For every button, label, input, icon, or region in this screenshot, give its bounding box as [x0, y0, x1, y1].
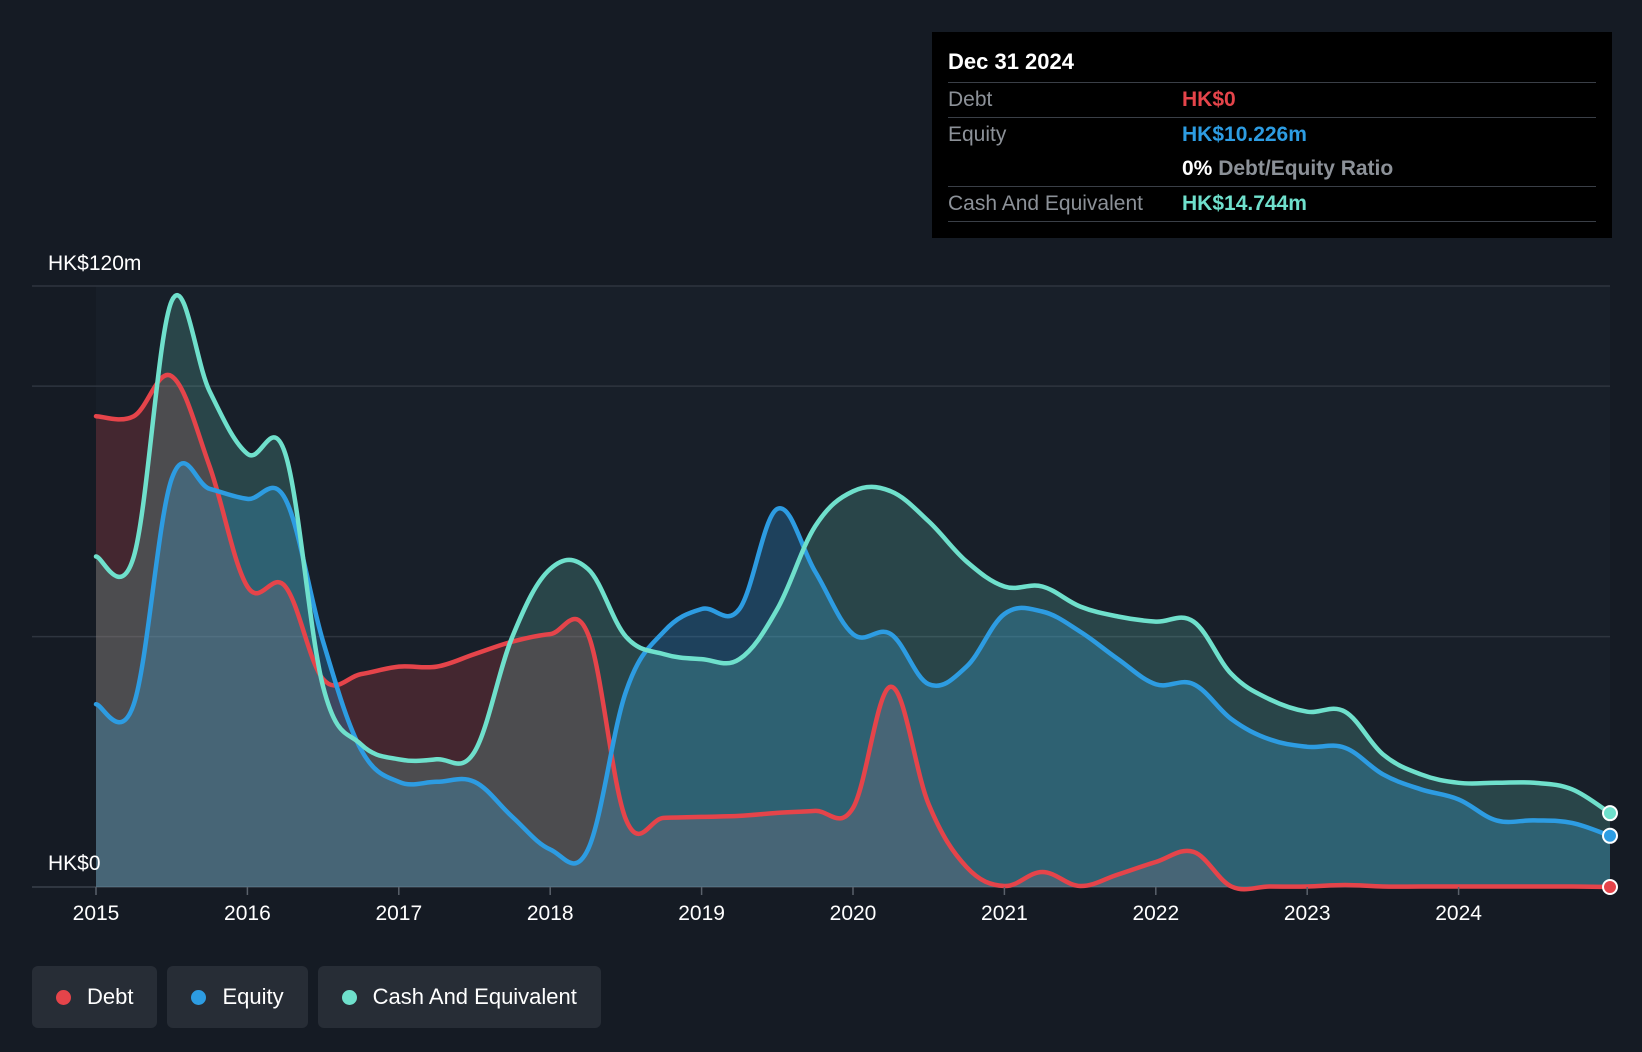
debt-end-marker — [1602, 879, 1618, 895]
x-tick-label-2020: 2020 — [830, 902, 877, 925]
cash-and-equivalent-line — [93, 293, 1613, 816]
x-tick-label-2022: 2022 — [1132, 902, 1179, 925]
equity-end-marker — [1602, 827, 1618, 844]
x-tick-label-2023: 2023 — [1284, 902, 1331, 925]
y-axis-bottom-label: HK$0 — [48, 852, 101, 875]
tooltip-panel: Dec 31 2024 Debt HK$0 Equity HK$10.226m … — [932, 32, 1612, 238]
tooltip-row-equity: Equity HK$10.226m — [948, 117, 1596, 152]
tooltip-row-debt: Debt HK$0 — [948, 82, 1596, 117]
legend-dot-cash — [341, 989, 357, 1005]
tooltip-row-cash: Cash And Equivalent HK$14.744m — [948, 186, 1596, 222]
series-areas — [96, 295, 1610, 890]
tooltip-ratio-percent: 0% — [1182, 157, 1213, 180]
tooltip-cash-label: Cash And Equivalent — [948, 192, 1143, 215]
tooltip-date: Dec 31 2024 — [948, 49, 1074, 74]
tooltip-ratio-group: 0% Debt/Equity Ratio — [1182, 152, 1393, 186]
x-axis-ticks: 2015 2016 2017 2018 2019 2020 2021 2022 2023 2024 — [73, 887, 1482, 925]
x-tick-label-2021: 2021 — [981, 902, 1028, 925]
legend-item-equity[interactable]: Equity — [167, 966, 308, 1028]
legend-label-cash: Cash And Equivalent — [372, 984, 577, 1009]
tooltip-ratio-spacer — [948, 152, 1182, 186]
x-tick-label-2017: 2017 — [375, 902, 422, 925]
series-end-markers — [1602, 805, 1618, 895]
tooltip-debt-value: HK$0 — [1182, 88, 1236, 111]
x-tick-label-2015: 2015 — [73, 902, 120, 925]
cash-and-equivalent-end-marker — [1602, 805, 1618, 822]
legend-label-equity: Equity — [222, 984, 284, 1009]
tooltip-ratio-label: Debt/Equity Ratio — [1218, 157, 1394, 180]
y-axis-top-label: HK$120m — [48, 252, 141, 275]
chart-legend: Debt Equity Cash And Equivalent — [32, 966, 601, 1028]
x-tick-label-2019: 2019 — [678, 902, 725, 925]
legend-item-cash[interactable]: Cash And Equivalent — [317, 966, 601, 1028]
legend-dot-equity — [191, 989, 207, 1005]
legend-label-debt: Debt — [87, 984, 134, 1009]
tooltip-equity-label: Equity — [948, 123, 1007, 146]
series-lines — [93, 293, 1613, 892]
tooltip-equity-value: HK$10.226m — [1182, 123, 1307, 146]
grid-lines — [32, 285, 1610, 888]
equity-area — [96, 463, 1610, 887]
legend-dot-debt — [56, 989, 71, 1005]
x-tick-label-2016: 2016 — [224, 902, 271, 925]
debt-area — [96, 374, 1610, 890]
x-tick-label-2024: 2024 — [1435, 902, 1482, 925]
tooltip-cash-value: HK$14.744m — [1182, 192, 1307, 215]
tooltip-debt-label: Debt — [948, 88, 993, 111]
legend-item-debt[interactable]: Debt — [32, 966, 158, 1028]
x-tick-label-2018: 2018 — [527, 902, 574, 925]
tooltip-row-ratio: 0% Debt/Equity Ratio — [948, 152, 1596, 186]
cash-and-equivalent-area — [96, 295, 1610, 887]
